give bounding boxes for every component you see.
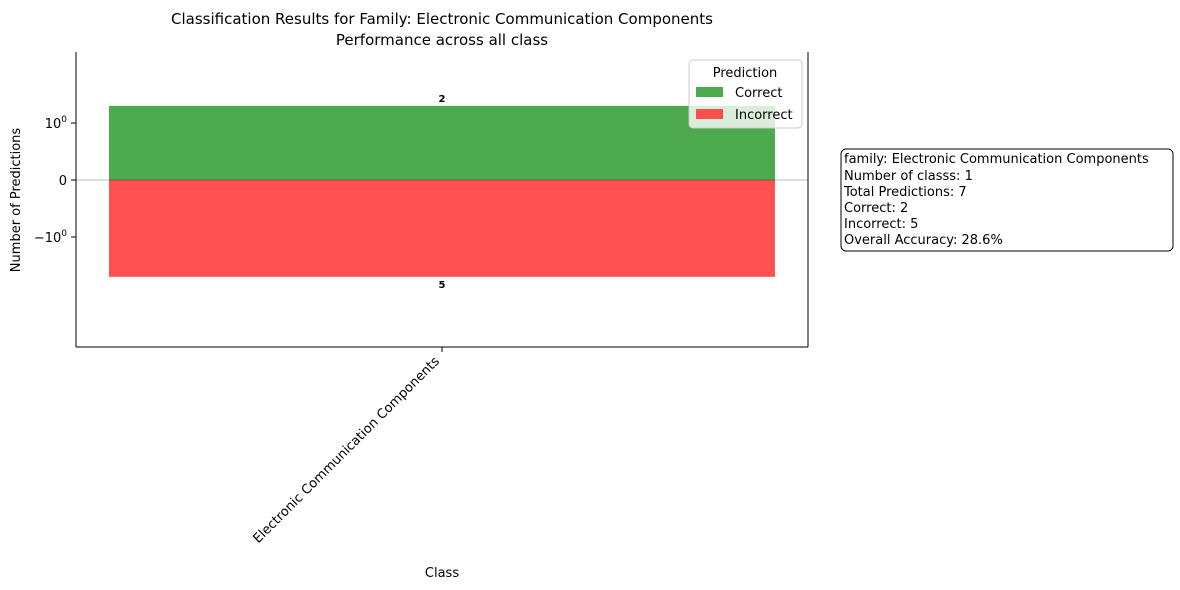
info-line-total: Total Predictions: 7 [843, 185, 967, 200]
legend-label-correct: Correct [735, 86, 782, 101]
legend-swatch-incorrect [696, 109, 723, 119]
info-line-incorrect: Incorrect: 5 [844, 217, 918, 232]
chart-title: Classification Results for Family: Elect… [171, 10, 713, 28]
chart-subtitle: Performance across all class [336, 31, 548, 49]
info-box-frame [840, 148, 1174, 252]
info-line-num-classes: Number of classs: 1 [844, 169, 973, 184]
bar-incorrect [109, 180, 775, 277]
info-line-family: family: Electronic Communication Compone… [844, 152, 1149, 167]
info-line-accuracy: Overall Accuracy: 28.6% [844, 233, 1003, 248]
data-label-correct: 2 [439, 94, 446, 105]
bar-correct [109, 105, 775, 180]
data-label-incorrect: 5 [439, 280, 446, 291]
y-tick-label: 0 [59, 174, 67, 189]
info-line-correct: Correct: 2 [844, 201, 908, 216]
y-ticks: 100 0 −100 [34, 115, 76, 246]
y-tick-label: −100 [34, 229, 67, 246]
y-tick-label: 100 [45, 115, 68, 132]
legend-swatch-correct [696, 87, 723, 97]
legend: Prediction Correct Incorrect [688, 59, 803, 129]
info-box: family: Electronic Communication Compone… [840, 148, 1174, 252]
x-tick-label: Electronic Communication Components [250, 354, 443, 547]
x-axis-label: Class [425, 566, 459, 581]
y-axis-label: Number of Predictions [9, 128, 24, 273]
legend-title: Prediction [713, 66, 778, 81]
legend-label-incorrect: Incorrect [735, 108, 793, 123]
